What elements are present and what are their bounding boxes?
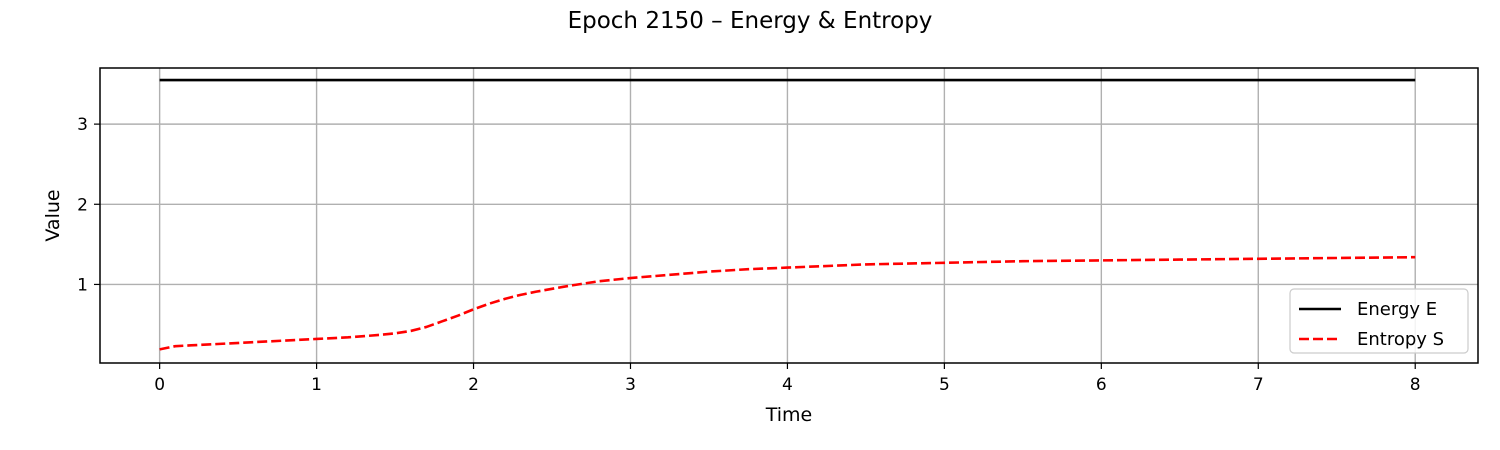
y-tick-label: 1	[77, 275, 88, 295]
y-tick-label: 2	[77, 195, 88, 215]
series-line-2	[159, 255, 1416, 351]
axis-ticks: 0 1 2 3 4 5 6 7 8 1 2 3	[77, 115, 1420, 395]
x-axis-label: Time	[765, 404, 813, 426]
series-lines	[159, 78, 1416, 351]
x-tick-label: 5	[939, 375, 950, 395]
x-tick-label: 8	[1410, 375, 1421, 395]
x-tick-label: 6	[1096, 375, 1107, 395]
legend: Energy E Entropy S	[1289, 288, 1469, 354]
plot-frame	[99, 67, 1479, 364]
legend-label-1: Energy E	[1357, 299, 1437, 320]
legend-box	[1289, 288, 1469, 354]
y-axis-label: Value	[42, 189, 64, 241]
y-tick-label: 3	[77, 115, 88, 135]
chart-title: Epoch 2150 – Energy & Entropy	[568, 8, 933, 34]
x-tick-label: 7	[1253, 375, 1264, 395]
x-tick-label: 3	[625, 375, 636, 395]
x-tick-label: 0	[154, 375, 165, 395]
legend-label-2: Entropy S	[1357, 329, 1444, 350]
x-tick-label: 2	[468, 375, 479, 395]
grid-lines	[100, 68, 1478, 363]
x-tick-label: 4	[782, 375, 793, 395]
x-tick-label: 1	[311, 375, 322, 395]
